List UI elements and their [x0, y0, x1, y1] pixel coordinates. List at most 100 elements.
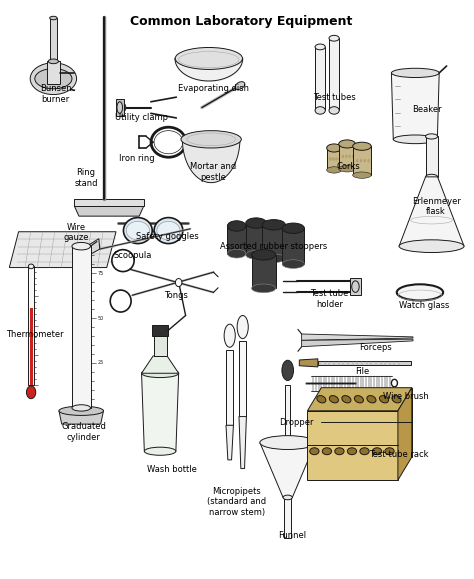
- Text: Corks: Corks: [336, 163, 360, 171]
- Ellipse shape: [322, 448, 331, 455]
- Ellipse shape: [117, 102, 122, 113]
- Text: Safety goggles: Safety goggles: [136, 232, 199, 241]
- Ellipse shape: [345, 155, 347, 158]
- Polygon shape: [142, 356, 179, 373]
- Ellipse shape: [356, 159, 358, 163]
- Bar: [426, 137, 438, 177]
- Polygon shape: [301, 334, 413, 340]
- Ellipse shape: [329, 157, 331, 161]
- Bar: [154, 336, 166, 356]
- Text: Wire brush: Wire brush: [383, 392, 429, 401]
- Ellipse shape: [175, 47, 243, 69]
- Ellipse shape: [392, 68, 439, 78]
- Text: 75: 75: [98, 270, 104, 276]
- Ellipse shape: [246, 218, 266, 228]
- Ellipse shape: [235, 82, 245, 90]
- Bar: [246, 223, 266, 255]
- Text: Micropipets
(standard and
narrow stem): Micropipets (standard and narrow stem): [207, 487, 266, 517]
- Ellipse shape: [237, 316, 248, 339]
- Ellipse shape: [28, 264, 34, 269]
- Bar: [262, 225, 285, 258]
- Text: Wash bottle: Wash bottle: [147, 464, 197, 474]
- Ellipse shape: [252, 284, 276, 292]
- Bar: [72, 246, 91, 408]
- Ellipse shape: [335, 157, 337, 161]
- Polygon shape: [226, 425, 233, 460]
- Bar: [315, 47, 325, 111]
- Polygon shape: [260, 442, 316, 497]
- Bar: [228, 226, 246, 254]
- Ellipse shape: [282, 260, 304, 269]
- Ellipse shape: [355, 395, 364, 403]
- Ellipse shape: [228, 250, 246, 258]
- Text: Beaker: Beaker: [412, 105, 442, 113]
- Ellipse shape: [282, 360, 293, 380]
- Ellipse shape: [262, 219, 285, 230]
- Text: Test-tube rack: Test-tube rack: [369, 450, 429, 459]
- Polygon shape: [299, 359, 318, 367]
- Bar: [152, 325, 168, 336]
- Ellipse shape: [120, 103, 126, 112]
- Polygon shape: [301, 339, 413, 347]
- Text: Assorted rubber stoppers: Assorted rubber stoppers: [220, 242, 328, 251]
- Text: 50: 50: [98, 316, 104, 321]
- Ellipse shape: [426, 174, 438, 179]
- Ellipse shape: [327, 144, 342, 152]
- Bar: [350, 278, 361, 295]
- Text: Dropper: Dropper: [279, 418, 313, 427]
- Ellipse shape: [260, 435, 316, 449]
- Text: Graduated
cylinder: Graduated cylinder: [61, 422, 106, 442]
- Ellipse shape: [126, 221, 149, 240]
- Ellipse shape: [157, 221, 180, 240]
- Ellipse shape: [342, 155, 344, 158]
- Bar: [339, 144, 356, 169]
- Ellipse shape: [353, 142, 371, 151]
- Ellipse shape: [282, 223, 304, 233]
- Polygon shape: [182, 140, 240, 182]
- Bar: [239, 342, 246, 416]
- Ellipse shape: [352, 155, 354, 158]
- Ellipse shape: [59, 406, 103, 415]
- Ellipse shape: [385, 448, 394, 455]
- Text: Erlenmeyer
flask: Erlenmeyer flask: [412, 197, 461, 217]
- Ellipse shape: [48, 59, 58, 64]
- Ellipse shape: [283, 495, 292, 500]
- Text: Scoopula: Scoopula: [113, 251, 152, 260]
- Ellipse shape: [72, 243, 91, 250]
- Polygon shape: [9, 232, 116, 267]
- Ellipse shape: [342, 395, 351, 403]
- Text: Funnel: Funnel: [278, 531, 306, 540]
- Ellipse shape: [348, 155, 351, 158]
- Ellipse shape: [373, 448, 382, 455]
- Ellipse shape: [399, 240, 464, 252]
- Bar: [318, 361, 410, 365]
- Ellipse shape: [338, 157, 340, 161]
- Text: Mortar and
pestle: Mortar and pestle: [191, 163, 237, 182]
- Ellipse shape: [144, 447, 176, 455]
- Ellipse shape: [317, 395, 326, 403]
- Ellipse shape: [123, 218, 152, 244]
- Ellipse shape: [364, 159, 366, 163]
- Text: Wire
gauze: Wire gauze: [64, 223, 89, 243]
- Text: Utility clamp: Utility clamp: [115, 113, 168, 122]
- Ellipse shape: [329, 107, 339, 114]
- Text: Common Laboratory Equipment: Common Laboratory Equipment: [130, 15, 353, 28]
- Text: Evaporating dish: Evaporating dish: [178, 85, 249, 93]
- Ellipse shape: [360, 448, 369, 455]
- Ellipse shape: [360, 159, 362, 163]
- Bar: [329, 38, 339, 111]
- Bar: [285, 385, 291, 442]
- Ellipse shape: [246, 251, 266, 259]
- Ellipse shape: [224, 324, 235, 347]
- Ellipse shape: [367, 395, 376, 403]
- Polygon shape: [285, 442, 291, 460]
- Bar: [47, 61, 60, 85]
- Bar: [50, 18, 57, 61]
- Ellipse shape: [72, 405, 91, 411]
- Ellipse shape: [397, 284, 443, 301]
- Ellipse shape: [393, 135, 438, 144]
- Ellipse shape: [367, 159, 370, 163]
- Ellipse shape: [426, 134, 438, 139]
- Ellipse shape: [181, 131, 241, 148]
- Ellipse shape: [30, 63, 77, 94]
